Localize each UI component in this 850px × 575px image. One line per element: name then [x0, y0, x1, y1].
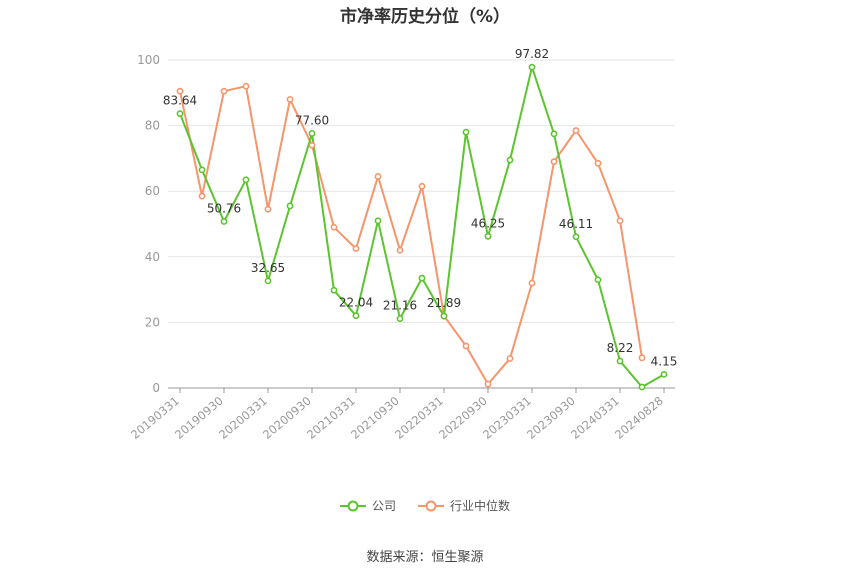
- industry-point: [572, 127, 580, 134]
- y-tick-label: 60: [145, 184, 160, 198]
- company-point: [220, 218, 228, 225]
- industry-point: [638, 354, 646, 362]
- y-axis: 0 20 40 60 80 100: [137, 53, 160, 395]
- company-point: [660, 370, 668, 378]
- y-tick-label: 100: [137, 53, 160, 67]
- company-point: [616, 357, 624, 365]
- company-point: [638, 383, 646, 391]
- chart-title: 市净率历史分位（%）: [339, 7, 511, 27]
- company-data-label: 83.64: [163, 94, 197, 108]
- company-data-label: 50.76: [207, 202, 241, 216]
- industry-point: [616, 217, 624, 225]
- industry-point: [286, 95, 294, 103]
- industry-point: [264, 205, 272, 213]
- company-point: [594, 276, 602, 284]
- y-tick-label: 0: [152, 381, 160, 395]
- industry-point: [352, 245, 360, 252]
- industry-point: [506, 355, 514, 362]
- industry-point: [418, 182, 426, 190]
- y-tick-label: 40: [145, 250, 160, 264]
- legend-company-marker: [339, 500, 366, 511]
- legend-item-company[interactable]: 公司: [339, 497, 396, 514]
- industry-point: [484, 380, 492, 388]
- company-point: [330, 286, 338, 294]
- company-data-label: 8.22: [607, 341, 634, 355]
- company-point: [286, 202, 294, 210]
- company-data-label: 97.82: [515, 47, 549, 61]
- x-axis: 2019033120190930202003312020093020210331…: [128, 387, 675, 442]
- company-point: [264, 277, 272, 285]
- company-data-label: 21.16: [383, 299, 417, 313]
- company-data-label: 46.11: [559, 217, 593, 231]
- legend-item-industry-median[interactable]: 行业中位数: [418, 497, 510, 514]
- company-point: [418, 274, 426, 282]
- data-labels: 83.64 50.76 32.65 77.60 22.04 21.16 21.89 46.25…: [163, 47, 678, 368]
- company-point: [462, 128, 470, 136]
- company-point: [528, 63, 536, 71]
- company-point: [198, 166, 206, 174]
- x-tick-label: 20240828: [612, 394, 666, 442]
- industry-point: [198, 192, 206, 200]
- legend-industry-marker: [418, 500, 444, 511]
- legend-industry-label: 行业中位数: [450, 499, 511, 513]
- industry-point: [308, 141, 316, 149]
- grid-lines: [168, 59, 675, 323]
- company-point: [572, 233, 580, 241]
- company-point: [308, 130, 316, 137]
- y-tick-label: 80: [145, 119, 160, 133]
- company-point: [176, 110, 184, 118]
- legend-company-label: 公司: [371, 499, 396, 513]
- industry-point: [528, 279, 536, 287]
- industry-point: [396, 246, 404, 254]
- industry-point: [176, 87, 184, 95]
- company-point: [506, 156, 514, 164]
- company-point: [440, 312, 448, 320]
- company-data-label: 77.60: [295, 113, 329, 127]
- company-data-label: 32.65: [251, 261, 285, 275]
- company-point: [352, 312, 360, 320]
- y-tick-label: 20: [145, 315, 160, 329]
- data-source: 数据来源：恒生聚源: [366, 550, 484, 565]
- company-data-label: 21.89: [427, 296, 461, 310]
- industry-point: [242, 82, 250, 90]
- series-points: [176, 63, 668, 391]
- industry-point: [550, 158, 558, 166]
- company-point: [242, 176, 250, 184]
- industry-point: [594, 159, 602, 167]
- company-data-label: 22.04: [339, 296, 373, 310]
- legend: 公司 行业中位数: [0, 497, 850, 514]
- industry-point: [220, 87, 228, 95]
- industry-series-line: [179, 85, 643, 386]
- company-point: [396, 315, 404, 322]
- industry-point: [330, 223, 338, 231]
- company-point: [550, 130, 558, 138]
- industry-point: [374, 173, 382, 180]
- company-data-label: 4.15: [651, 354, 678, 368]
- industry-point: [462, 342, 470, 350]
- company-point: [484, 232, 492, 240]
- company-point: [374, 217, 382, 225]
- company-data-label: 46.25: [471, 216, 505, 230]
- line-chart: 0 20 40 60 80 100 201903312019093020200331202…: [128, 47, 678, 442]
